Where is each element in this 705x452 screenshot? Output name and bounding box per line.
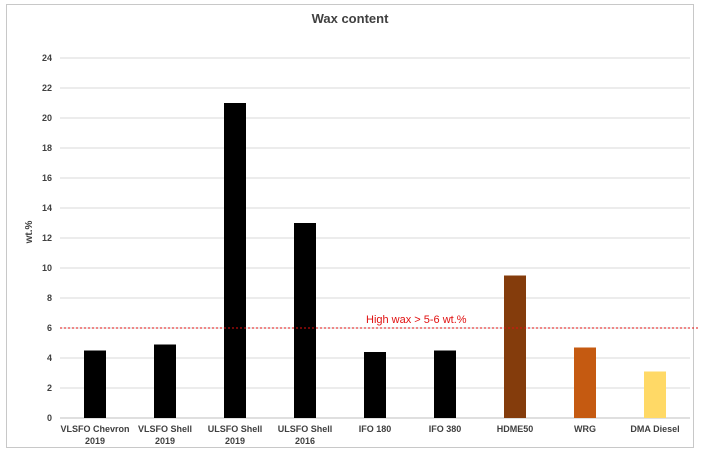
bar [364,352,386,418]
bar [434,350,456,418]
bar [294,223,316,418]
y-tick-label: 2 [47,383,52,393]
bars [84,103,666,418]
category-label: IFO 180 [359,424,392,434]
y-tick-label: 6 [47,323,52,333]
category-label: 2019 [225,436,245,446]
y-tick-label: 4 [47,353,52,363]
y-tick-label: 14 [42,203,52,213]
y-tick-label: 16 [42,173,52,183]
bar [504,275,526,418]
bar [224,103,246,418]
y-tick-label: 20 [42,113,52,123]
category-label: WRG [574,424,596,434]
category-label: VLSFO Shell [138,424,192,434]
chart-title: Wax content [312,11,389,26]
category-label: 2019 [155,436,175,446]
y-tick-label: 18 [42,143,52,153]
category-label: VLSFO Chevron [60,424,129,434]
category-label: IFO 380 [429,424,462,434]
category-label: ULSFO Shell [208,424,263,434]
category-label: 2019 [85,436,105,446]
y-tick-label: 10 [42,263,52,273]
y-tick-label: 8 [47,293,52,303]
category-label: DMA Diesel [630,424,679,434]
category-label: 2016 [295,436,315,446]
y-tick-label: 24 [42,53,52,63]
y-axis-label: wt.% [24,221,35,245]
bar [154,344,176,418]
category-labels: VLSFO Chevron 2019 VLSFO Shell 2019 ULSFO Sh… [60,424,679,446]
bar [644,371,666,418]
y-tick-label: 22 [42,83,52,93]
y-tick-label: 12 [42,233,52,243]
bar [574,347,596,418]
reference-line-label: High wax > 5-6 wt.% [366,314,467,326]
reference-line-group: High wax > 5-6 wt.% [60,314,700,329]
category-label: HDME50 [497,424,534,434]
category-label: ULSFO Shell [278,424,333,434]
y-tick-label: 0 [47,413,52,423]
bar [84,350,106,418]
